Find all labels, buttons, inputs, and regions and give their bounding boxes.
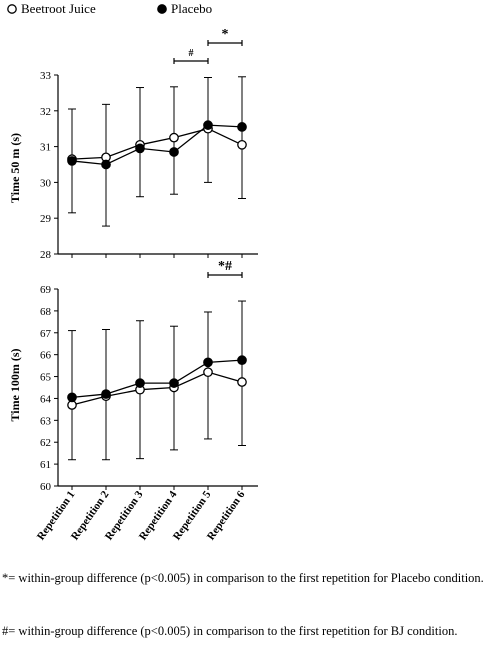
legend-filled-circle-marker — [157, 4, 167, 14]
y-tick-label: 29 — [40, 213, 52, 225]
chart-100m: Time 100m (s) 60 61 62 63 64 65 66 67 68 69 *# — [8, 259, 258, 493]
y-tick-label: 30 — [40, 177, 52, 189]
data-point-placebo — [135, 143, 145, 154]
significance-marker: *# — [218, 259, 232, 274]
y-tick-label: 28 — [40, 249, 52, 261]
y-tick-label: 61 — [40, 459, 51, 471]
data-point-placebo — [203, 357, 213, 368]
footnote-placebo: *= within-group difference (p<0.005) in … — [2, 571, 484, 585]
y-tick-label: 60 — [40, 481, 52, 493]
data-point-beetroot-juice — [237, 139, 247, 150]
y-tick-label: 63 — [40, 415, 52, 427]
data-point-beetroot-juice — [203, 367, 213, 378]
data-point-placebo — [101, 389, 111, 399]
data-point-placebo — [203, 120, 213, 130]
y-axis-label-100m: Time 100m (s) — [8, 348, 22, 421]
data-point-placebo — [237, 122, 247, 132]
y-tick-label: 31 — [40, 142, 51, 154]
series-line-beetroot-juice — [71, 128, 243, 160]
data-point-placebo — [101, 159, 111, 170]
y-tick-label: 65 — [40, 372, 52, 384]
y-tick-label: 66 — [40, 350, 52, 362]
y-tick-label: 69 — [40, 284, 52, 296]
significance-marker: # — [189, 48, 194, 59]
legend: Beetroot Juice Placebo — [7, 1, 212, 16]
data-point-placebo — [67, 156, 77, 166]
data-point-placebo — [169, 378, 179, 388]
y-tick-label: 62 — [40, 437, 51, 449]
data-point-placebo — [67, 392, 77, 403]
series-line-placebo — [71, 124, 243, 166]
data-point-placebo — [237, 355, 247, 365]
x-axis-tick-labels: Repetition 1 Repetition 2 Repetition 3 R… — [35, 488, 248, 542]
legend-open-circle-marker — [7, 4, 17, 14]
data-point-placebo — [135, 378, 145, 388]
y-tick-label: 32 — [40, 106, 51, 118]
series-line-beetroot-juice — [71, 371, 243, 406]
series-line-placebo — [71, 359, 243, 398]
legend-label-beetroot-juice: Beetroot Juice — [21, 1, 96, 16]
data-point-beetroot-juice — [169, 132, 179, 143]
y-tick-label: 67 — [40, 328, 52, 340]
footnote-bj: #= within-group difference (p<0.005) in … — [2, 624, 458, 638]
y-tick-label: 64 — [40, 393, 52, 405]
figure: Beetroot Juice Placebo Time 50 m (s) 28 2… — [7, 1, 258, 543]
chart-50m: Time 50 m (s) 28 29 30 31 32 33 # * — [8, 27, 258, 261]
legend-label-placebo: Placebo — [171, 1, 212, 16]
data-point-placebo — [169, 147, 179, 157]
y-tick-label: 68 — [40, 306, 52, 318]
y-tick-label: 33 — [40, 70, 52, 82]
significance-marker: * — [222, 27, 229, 42]
y-axis-label-50m: Time 50 m (s) — [8, 133, 22, 203]
data-point-beetroot-juice — [237, 377, 247, 387]
